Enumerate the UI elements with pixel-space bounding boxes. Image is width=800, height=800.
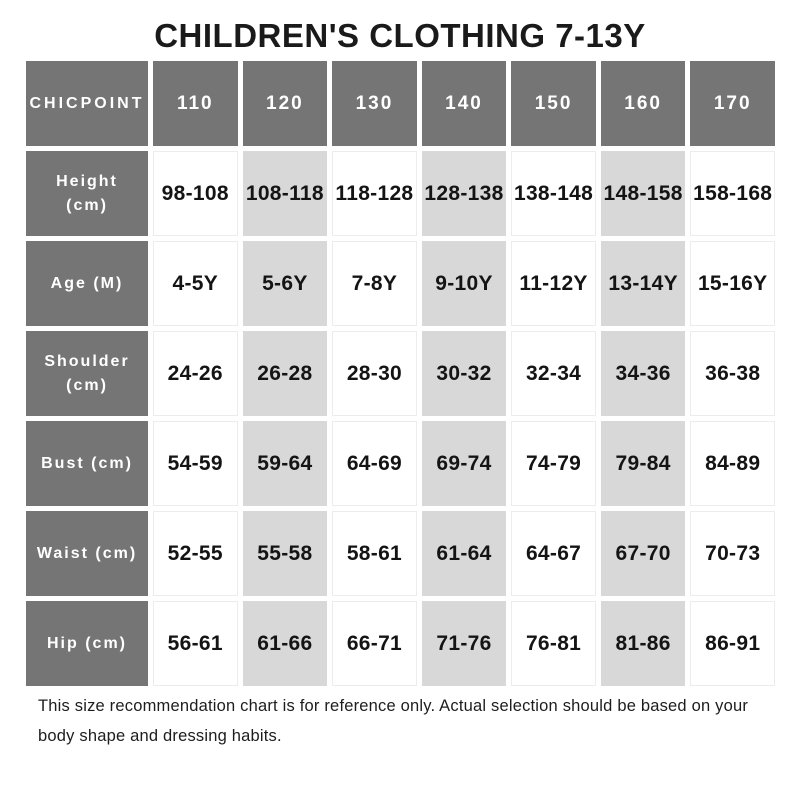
table-cell-height-140: 128-138 <box>421 151 507 236</box>
table-cell-bust-150: 74-79 <box>511 421 596 506</box>
table-cell-shoulder-130: 28-30 <box>332 331 417 416</box>
table-cell-waist-140: 61-64 <box>421 511 507 596</box>
table-cell-bust-160: 79-84 <box>600 421 686 506</box>
table-cell-age-170: 15-16Y <box>690 241 775 326</box>
table-cell-waist-160: 67-70 <box>600 511 686 596</box>
table-cell-height-150: 138-148 <box>511 151 596 236</box>
table-cell-shoulder-140: 30-32 <box>421 331 507 416</box>
table-cell-height-160: 148-158 <box>600 151 686 236</box>
table-cell-hip-130: 66-71 <box>332 601 417 686</box>
row-label-waist: Waist (cm) <box>26 511 148 596</box>
table-cell-waist-120: 55-58 <box>242 511 328 596</box>
table-cell-hip-170: 86-91 <box>690 601 775 686</box>
column-header-120: 120 <box>242 61 328 146</box>
column-header-170: 170 <box>690 61 775 146</box>
table-cell-hip-150: 76-81 <box>511 601 596 686</box>
row-label-bust: Bust (cm) <box>26 421 148 506</box>
disclaimer-note: This size recommendation chart is for re… <box>38 697 749 745</box>
table-cell-height-130: 118-128 <box>332 151 417 236</box>
table-cell-bust-120: 59-64 <box>242 421 328 506</box>
table-cell-age-150: 11-12Y <box>511 241 596 326</box>
table-cell-age-140: 9-10Y <box>421 241 507 326</box>
table-cell-waist-110: 52-55 <box>153 511 238 596</box>
table-cell-shoulder-170: 36-38 <box>690 331 775 416</box>
table-cell-waist-130: 58-61 <box>332 511 417 596</box>
table-cell-bust-130: 64-69 <box>332 421 417 506</box>
row-label-shoulder: Shoulder (cm) <box>26 331 148 416</box>
row-label-height: Height (cm) <box>26 151 148 236</box>
table-cell-waist-170: 70-73 <box>690 511 775 596</box>
table-cell-hip-110: 56-61 <box>153 601 238 686</box>
column-header-140: 140 <box>421 61 507 146</box>
table-cell-hip-140: 71-76 <box>421 601 507 686</box>
table-cell-bust-170: 84-89 <box>690 421 775 506</box>
column-header-150: 150 <box>511 61 596 146</box>
table-cell-bust-110: 54-59 <box>153 421 238 506</box>
table-cell-age-160: 13-14Y <box>600 241 686 326</box>
size-chart-table: CHICPOINT 110 120 130 140 150 160 170 He… <box>26 61 775 686</box>
table-cell-waist-150: 64-67 <box>511 511 596 596</box>
table-cell-shoulder-110: 24-26 <box>153 331 238 416</box>
table-cell-shoulder-160: 34-36 <box>600 331 686 416</box>
table-cell-hip-120: 61-66 <box>242 601 328 686</box>
page-title: CHILDREN'S CLOTHING 7-13Y <box>154 17 646 54</box>
table-cell-age-130: 7-8Y <box>332 241 417 326</box>
row-label-age: Age (M) <box>26 241 148 326</box>
table-cell-hip-160: 81-86 <box>600 601 686 686</box>
table-cell-bust-140: 69-74 <box>421 421 507 506</box>
row-label-hip: Hip (cm) <box>26 601 148 686</box>
table-cell-height-170: 158-168 <box>690 151 775 236</box>
column-header-130: 130 <box>332 61 417 146</box>
table-cell-height-120: 108-118 <box>242 151 328 236</box>
table-cell-shoulder-120: 26-28 <box>242 331 328 416</box>
table-cell-height-110: 98-108 <box>153 151 238 236</box>
column-header-110: 110 <box>153 61 238 146</box>
corner-brand-cell: CHICPOINT <box>26 61 148 146</box>
column-header-160: 160 <box>600 61 686 146</box>
table-cell-age-110: 4-5Y <box>153 241 238 326</box>
table-cell-age-120: 5-6Y <box>242 241 328 326</box>
table-cell-shoulder-150: 32-34 <box>511 331 596 416</box>
